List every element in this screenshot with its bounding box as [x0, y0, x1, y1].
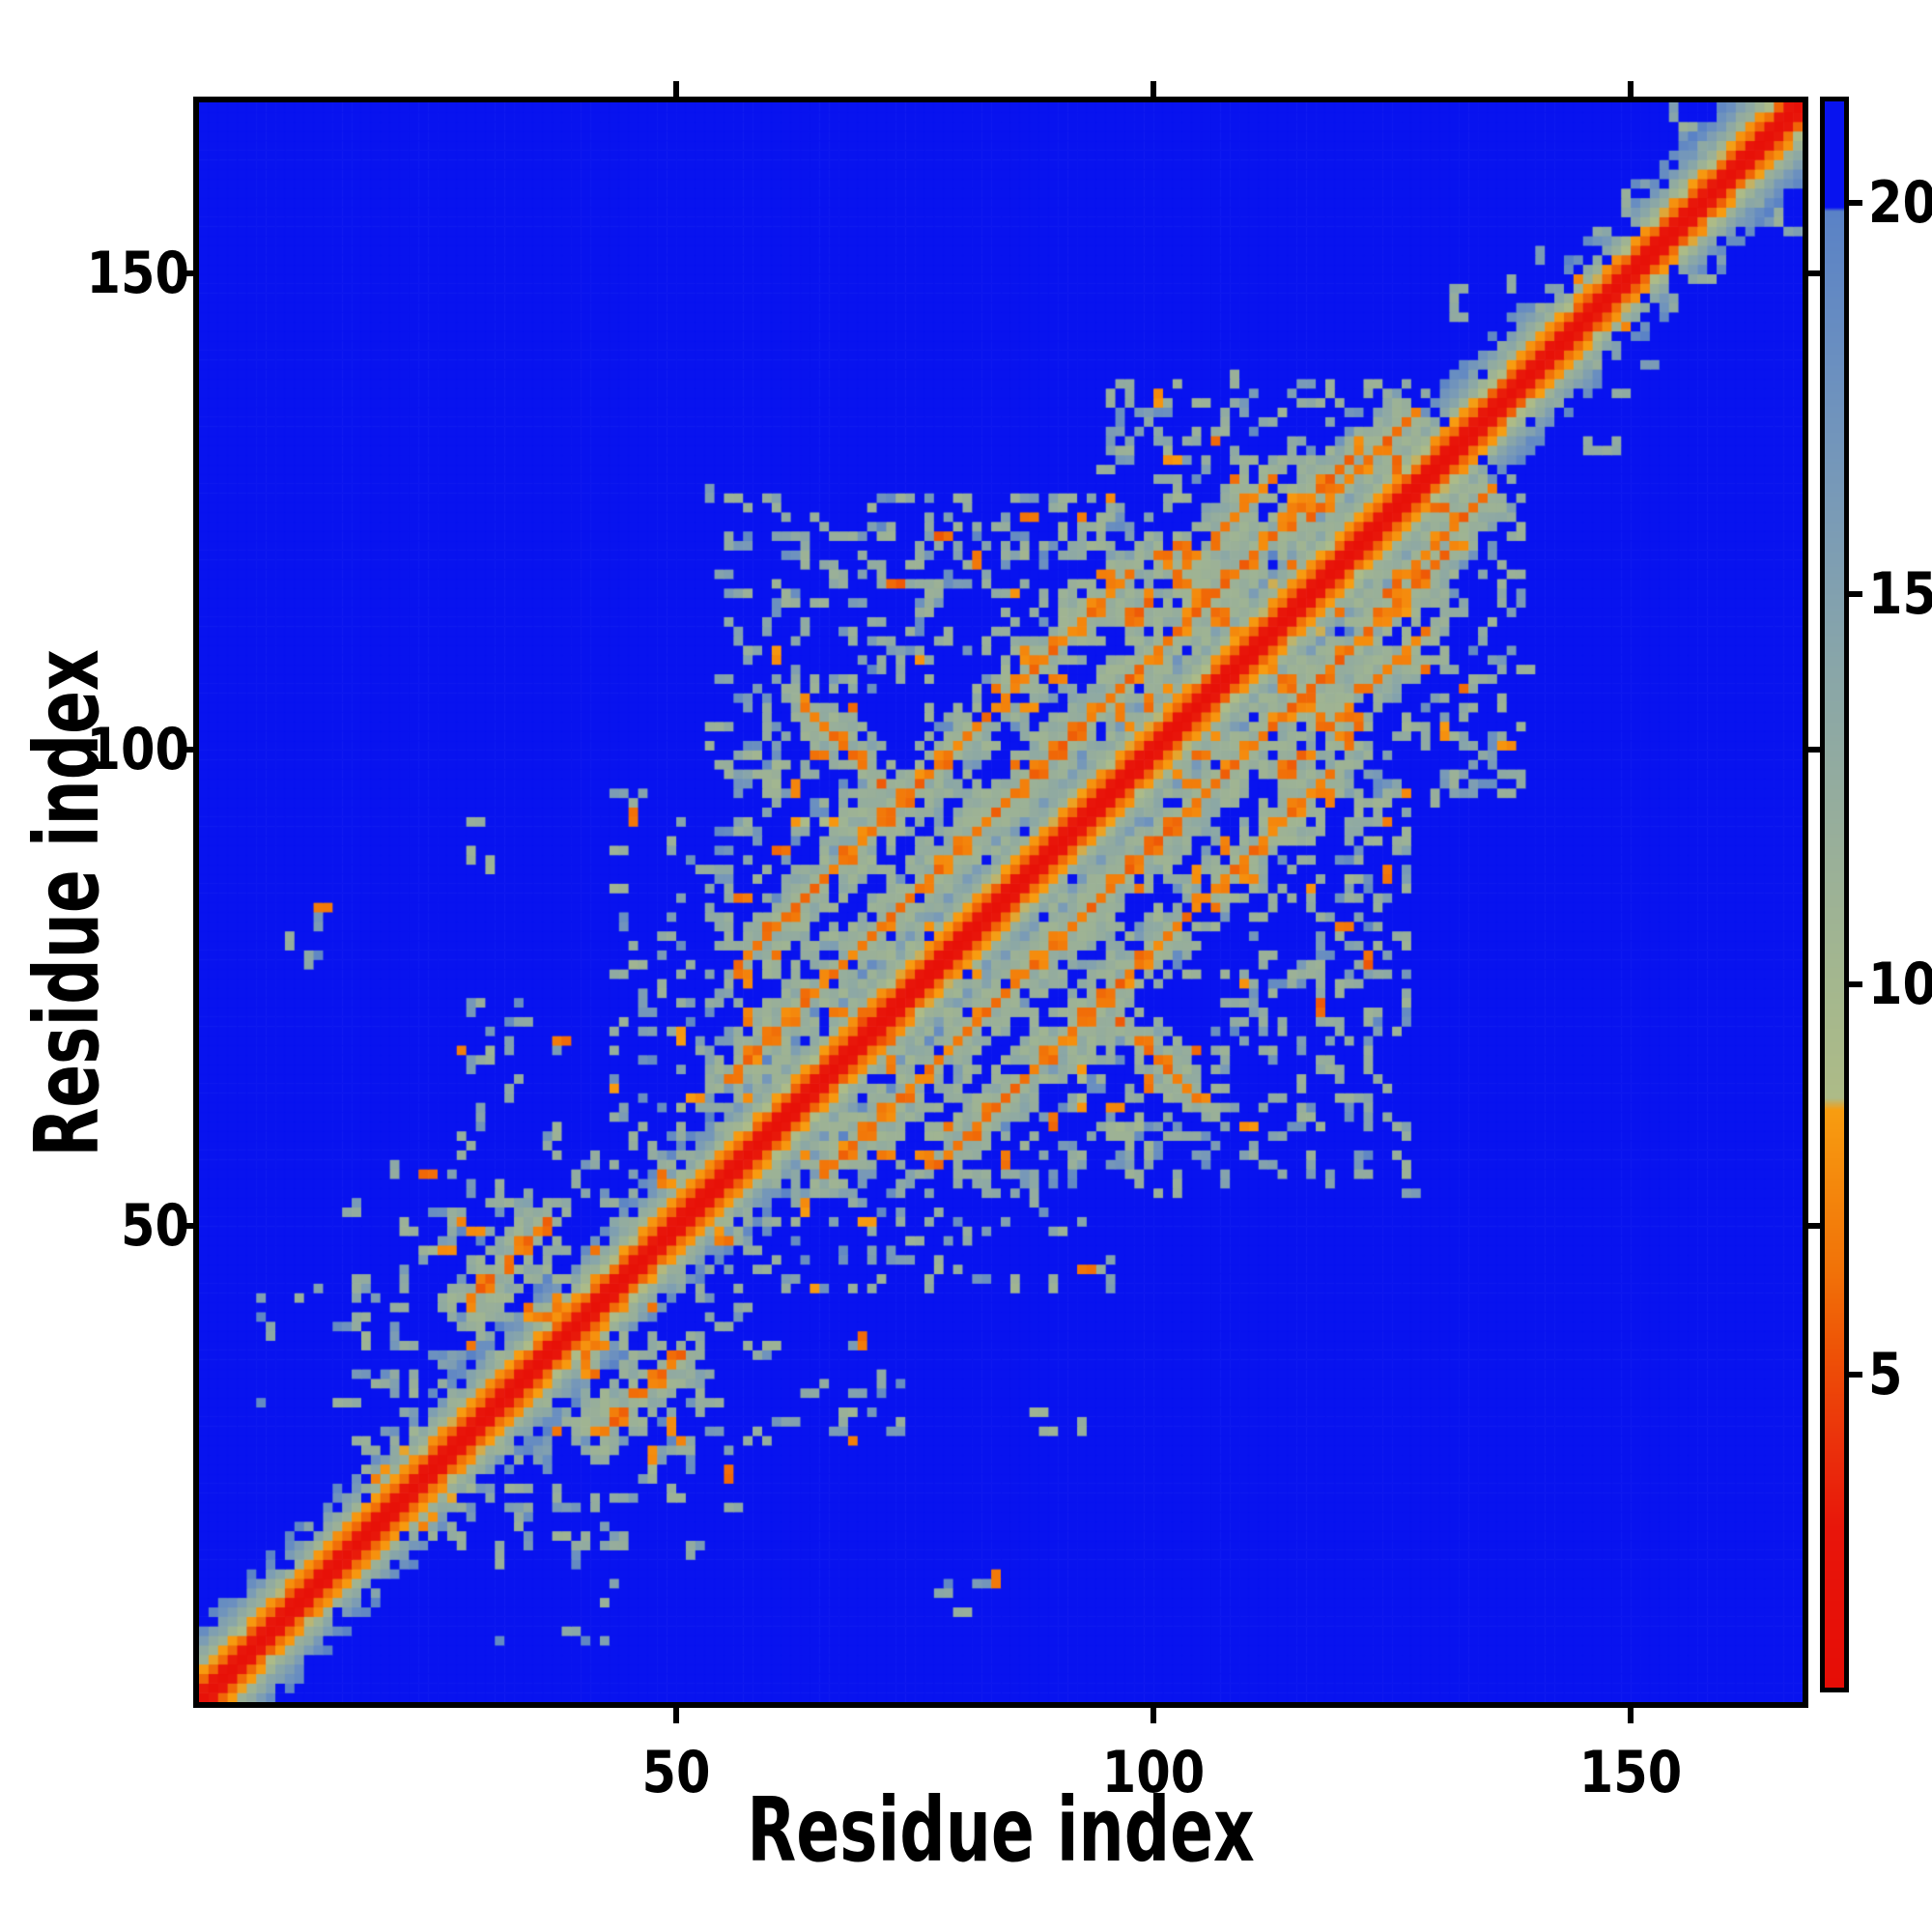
- colorbar-tick-mark: [1849, 981, 1862, 988]
- x-axis-tick-mark-bottom: [1628, 1708, 1634, 1723]
- colorbar-tick-mark: [1849, 590, 1862, 597]
- y-tick-label-150: 150: [86, 240, 189, 308]
- colorbar-tick-label-15: 15: [1868, 559, 1932, 628]
- y-tick-label-50: 50: [121, 1192, 189, 1261]
- colorbar-tick-label-20: 20: [1868, 169, 1932, 238]
- y-axis-tick-mark-right: [1808, 270, 1824, 277]
- contact-map-canvas: [199, 102, 1803, 1702]
- x-axis-tick-mark-top: [1151, 81, 1157, 97]
- y-axis-tick-mark-right: [1808, 1223, 1824, 1230]
- y-axis-tick-mark-left: [178, 270, 193, 277]
- y-axis-tick-mark-right: [1808, 747, 1824, 753]
- x-axis-label: Residue index: [747, 1778, 1255, 1882]
- x-tick-label-150: 150: [1578, 1739, 1683, 1806]
- x-axis-tick-mark-bottom: [673, 1708, 680, 1723]
- y-axis-tick-mark-left: [178, 747, 193, 753]
- colorbar-tick-label-10: 10: [1868, 951, 1932, 1019]
- x-tick-label-100: 100: [1101, 1739, 1206, 1806]
- y-axis-label: Residue index: [15, 649, 119, 1157]
- colorbar-tick-mark: [1849, 1372, 1862, 1378]
- colorbar-canvas: [1825, 101, 1844, 1688]
- y-tick-label-100: 100: [86, 716, 189, 784]
- y-axis-tick-mark-left: [178, 1223, 193, 1230]
- x-axis-tick-mark-bottom: [1151, 1708, 1157, 1723]
- x-axis-tick-mark-top: [1628, 81, 1634, 97]
- colorbar-tick-label-5: 5: [1868, 1341, 1903, 1409]
- x-axis-tick-mark-top: [673, 81, 680, 97]
- x-tick-label-50: 50: [641, 1739, 711, 1806]
- colorbar-tick-mark: [1849, 200, 1862, 207]
